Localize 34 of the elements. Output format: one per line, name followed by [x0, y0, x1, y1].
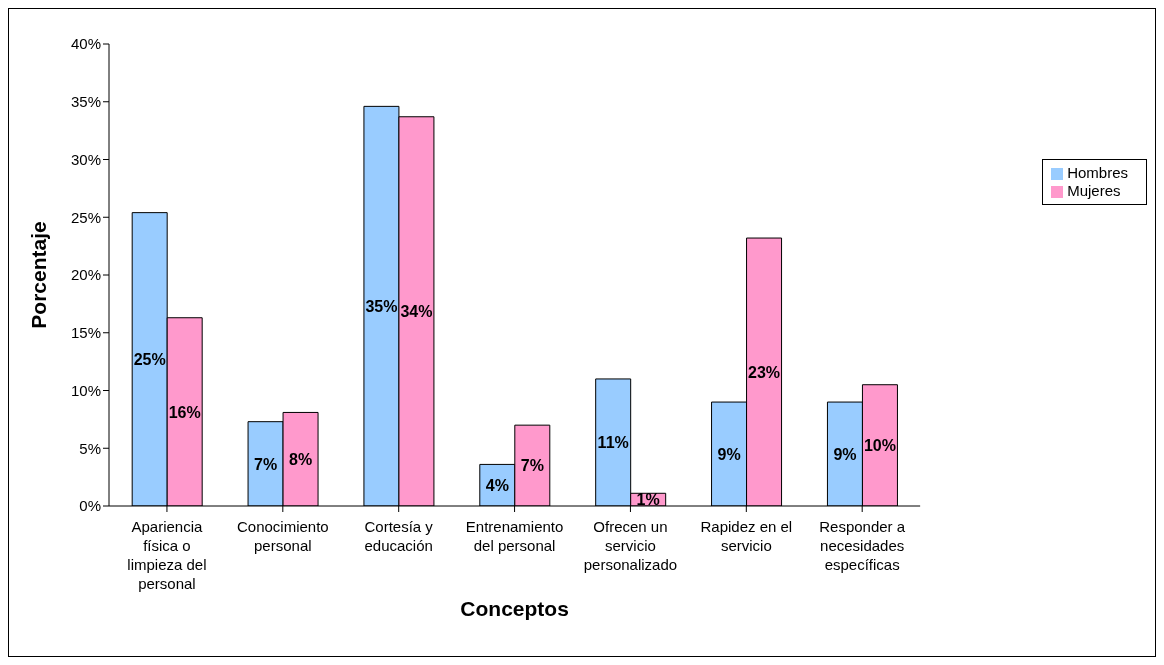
- data-label: 9%: [717, 445, 741, 463]
- data-label: 11%: [597, 434, 629, 452]
- legend-label: Mujeres: [1067, 182, 1121, 199]
- x-tick-label: Cortesía y educación: [364, 518, 434, 554]
- data-label: 1%: [636, 491, 660, 509]
- y-tick-label: 35%: [70, 93, 101, 111]
- y-tick-label: 0%: [79, 497, 101, 515]
- legend-label: Hombres: [1067, 164, 1128, 181]
- x-tick-label: Apariencia física o limpieza del personal: [127, 518, 207, 592]
- y-tick-label: 20%: [70, 266, 101, 284]
- x-tick-label: Responder a necesidades específicas: [819, 518, 906, 573]
- data-label: 16%: [168, 403, 201, 421]
- x-axis-title: Conceptos: [460, 597, 569, 620]
- y-tick-label: 10%: [70, 381, 101, 399]
- x-tick-label: Rapidez en el servicio: [700, 518, 793, 554]
- y-tick-label: 25%: [70, 208, 101, 226]
- y-axis-title: Porcentaje: [27, 221, 51, 329]
- data-label: 9%: [833, 445, 857, 463]
- data-label: 7%: [253, 455, 278, 473]
- data-label: 4%: [485, 476, 509, 494]
- data-label: 34%: [400, 303, 433, 321]
- data-label: 8%: [288, 450, 313, 468]
- y-tick-label: 15%: [70, 324, 101, 342]
- data-label: 7%: [520, 457, 544, 475]
- data-label: 23%: [748, 363, 781, 381]
- data-label: 25%: [133, 350, 166, 368]
- y-tick-label: 40%: [70, 35, 101, 53]
- x-tick-label: Ofrecen un servicio personalizado: [583, 518, 678, 573]
- data-label: 10%: [863, 437, 896, 455]
- y-tick-label: 5%: [79, 439, 101, 457]
- x-tick-label: Conocimiento personal: [236, 518, 329, 554]
- data-label: 35%: [365, 297, 398, 315]
- x-tick-label: Entrenamiento del personal: [465, 518, 564, 554]
- y-tick-label: 30%: [70, 150, 101, 168]
